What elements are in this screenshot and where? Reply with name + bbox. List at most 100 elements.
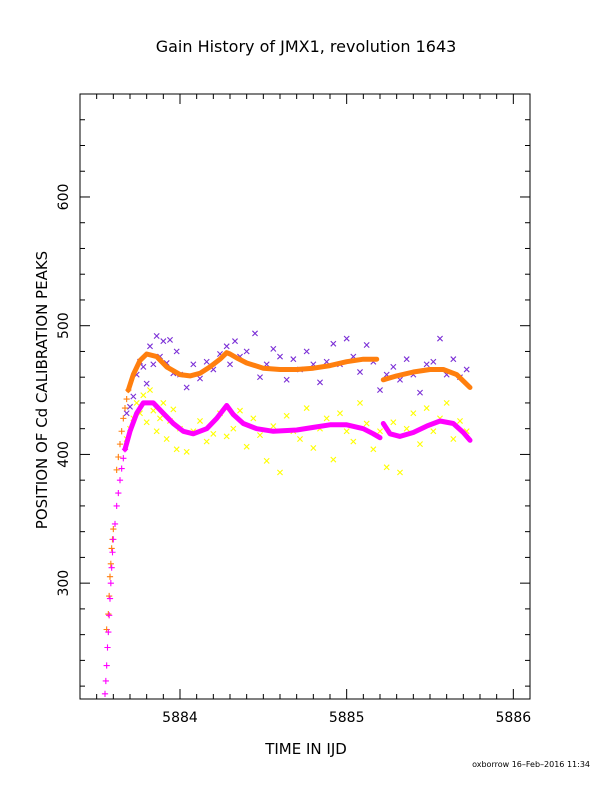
data-point	[430, 428, 437, 435]
x-axis: 5884 5885 5886	[79, 94, 531, 726]
data-point	[183, 384, 190, 391]
data-point	[118, 428, 125, 435]
data-point	[106, 595, 114, 602]
data-point	[160, 399, 167, 406]
data-point	[390, 419, 397, 426]
data-point	[116, 441, 124, 448]
data-point	[223, 343, 230, 350]
data-point	[150, 407, 157, 414]
data-point	[190, 361, 197, 368]
data-point	[105, 628, 112, 636]
data-point	[270, 345, 277, 352]
y-axis-label: POSITION OF Cd CALIBRATION PEAKS	[33, 251, 51, 529]
y-axis: 300 400 500 600	[56, 93, 530, 687]
data-point	[147, 387, 153, 394]
fit-curve-segment	[125, 350, 380, 393]
data-point	[450, 356, 457, 363]
data-point	[103, 662, 110, 669]
data-point	[343, 335, 350, 342]
data-point	[108, 564, 115, 571]
data-point	[130, 393, 137, 400]
data-point	[237, 407, 243, 414]
data-point	[243, 348, 250, 355]
footer-stamp: oxborrow 16–Feb–2016 11:34	[472, 760, 590, 769]
series-4-curve	[125, 350, 473, 393]
series-1-scatter	[123, 387, 470, 476]
data-point	[113, 502, 120, 510]
x-axis-label: TIME IN IJD	[264, 740, 347, 758]
data-point	[104, 644, 111, 651]
chart-title: Gain History of JMX1, revolution 1643	[156, 37, 457, 56]
data-point	[403, 356, 410, 363]
data-point	[343, 428, 350, 435]
data-point	[243, 443, 250, 450]
data-point	[423, 405, 430, 412]
x-tick-label: 5885	[329, 710, 365, 726]
data-point	[263, 457, 270, 464]
data-point	[317, 379, 323, 386]
data-point	[143, 380, 150, 387]
data-point	[363, 342, 370, 348]
data-point	[283, 412, 290, 419]
data-point	[167, 336, 173, 343]
data-point	[106, 573, 114, 580]
data-point	[150, 361, 157, 368]
data-point	[410, 410, 417, 417]
y-tick-label: 400	[56, 441, 72, 468]
data-point	[108, 545, 115, 552]
plot-frame	[79, 93, 531, 700]
data-point	[121, 404, 129, 412]
data-point	[203, 358, 210, 365]
data-point	[140, 392, 147, 399]
data-point	[403, 425, 410, 432]
data-point	[118, 465, 125, 472]
data-point	[127, 403, 133, 410]
data-point	[140, 363, 147, 370]
y-tick-label: 500	[56, 312, 72, 339]
y-tick-label: 300	[56, 570, 72, 597]
data-point	[120, 415, 127, 422]
series-5-curve	[122, 400, 473, 452]
data-point	[116, 477, 124, 484]
y-tick-label: 600	[56, 184, 72, 211]
data-point	[257, 374, 263, 381]
data-point	[173, 446, 180, 453]
data-point	[105, 610, 112, 618]
data-point	[210, 430, 217, 437]
data-point	[417, 389, 423, 396]
data-point	[113, 466, 120, 473]
data-point	[323, 415, 330, 422]
data-point	[197, 375, 203, 382]
data-point	[120, 455, 127, 462]
data-point	[153, 428, 160, 435]
fit-curve-segment	[122, 400, 383, 452]
data-point	[197, 417, 203, 424]
data-point	[110, 536, 117, 543]
fit-curve-segment	[380, 367, 473, 390]
data-point	[106, 612, 113, 619]
data-point	[283, 376, 290, 383]
data-point	[270, 423, 277, 430]
data-point	[101, 690, 109, 697]
data-point	[277, 469, 283, 476]
data-point	[357, 399, 363, 406]
data-point	[115, 489, 122, 497]
data-point	[143, 419, 150, 426]
data-point	[133, 399, 140, 406]
data-point	[110, 525, 117, 533]
data-point	[330, 456, 337, 463]
data-point	[123, 395, 130, 403]
data-point	[183, 448, 190, 455]
data-point	[227, 361, 233, 368]
data-point	[430, 358, 437, 365]
data-point	[232, 338, 238, 345]
data-point	[153, 333, 160, 339]
data-point	[337, 410, 343, 417]
data-point	[203, 438, 210, 445]
data-point	[230, 425, 237, 432]
data-point	[170, 406, 177, 413]
data-point	[363, 420, 370, 427]
data-point	[303, 405, 310, 412]
series-2-scatter	[103, 386, 132, 633]
